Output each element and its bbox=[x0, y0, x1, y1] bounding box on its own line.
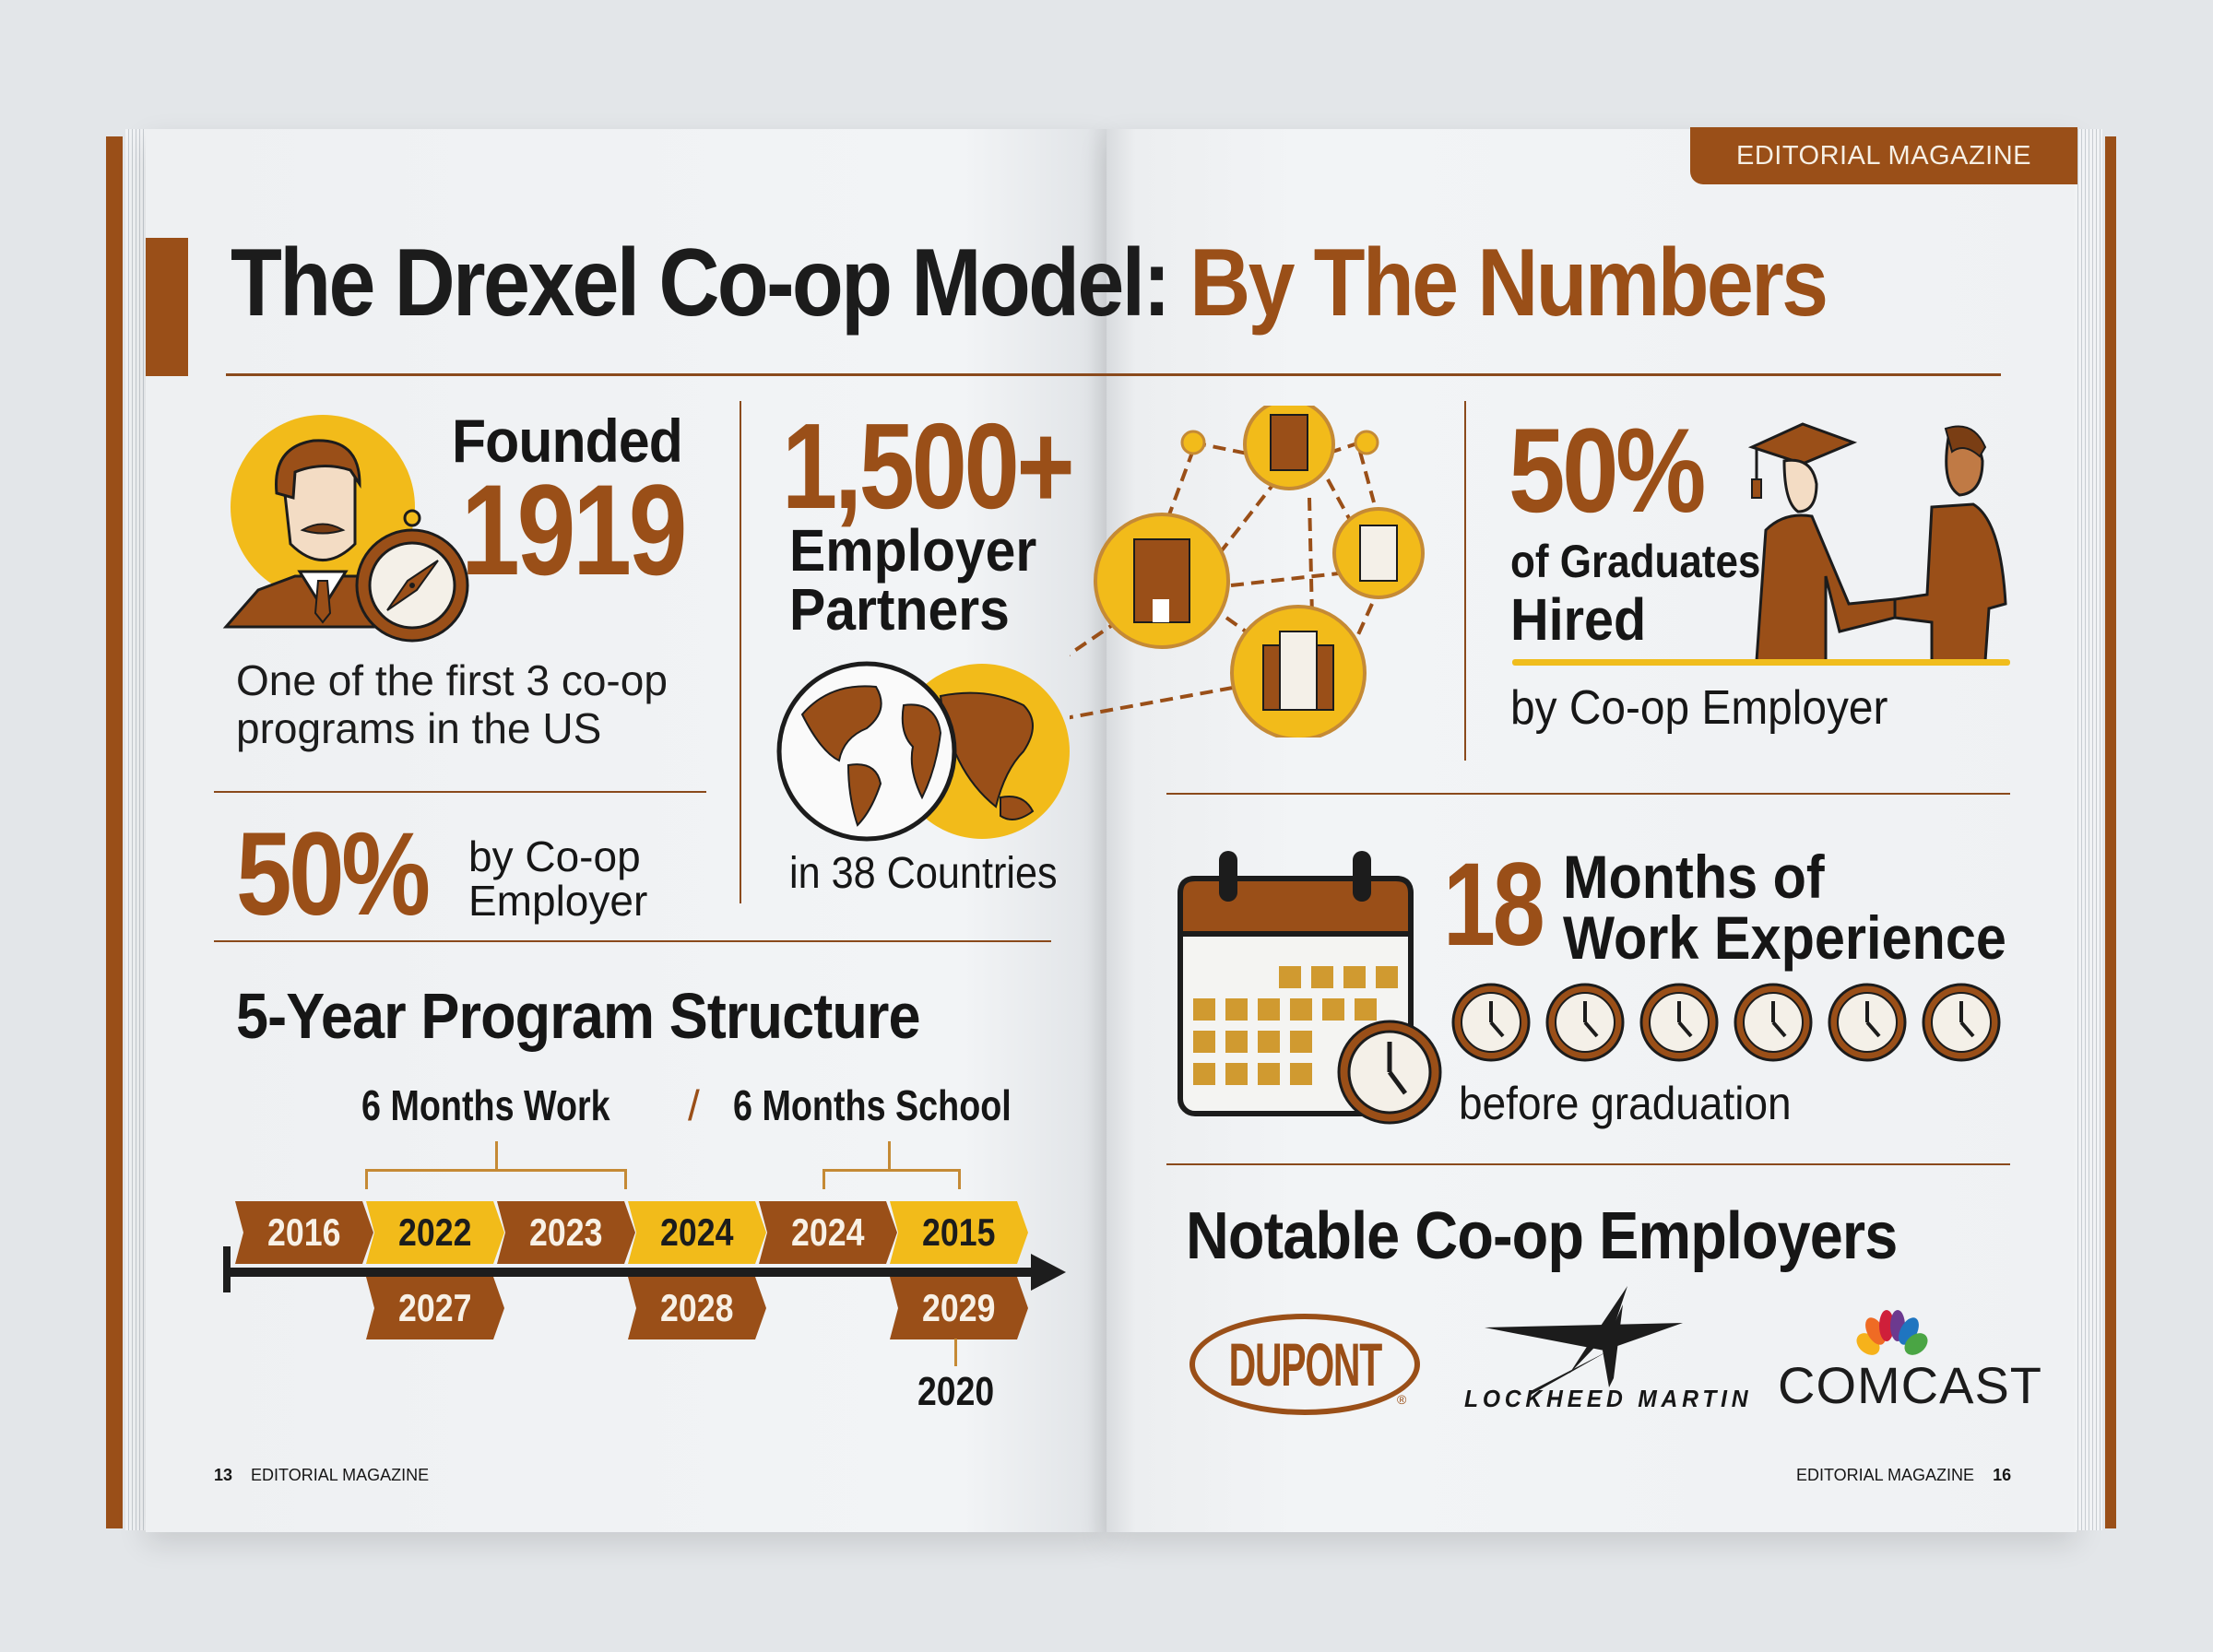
lockheed-star-icon bbox=[1485, 1286, 1683, 1395]
school-bracket bbox=[822, 1169, 961, 1189]
graduates-underline bbox=[1512, 659, 2010, 666]
left-mid-divider bbox=[214, 940, 1051, 942]
arrow-right-icon bbox=[1031, 1254, 1066, 1291]
timeline-segment-lower: 2027 bbox=[366, 1277, 504, 1339]
title-primary: The Drexel Co-op Model: bbox=[231, 230, 1171, 336]
founded-description: One of the first 3 co-op programs in the… bbox=[236, 656, 668, 752]
compass-icon bbox=[355, 509, 469, 643]
graduates-label-line2: Hired bbox=[1510, 586, 1647, 653]
dupont-logo: DUPONT bbox=[1189, 1314, 1420, 1415]
founder-portrait-icon bbox=[222, 415, 415, 629]
footer-left: 13 EDITORIAL MAGAZINE bbox=[214, 1466, 429, 1485]
program-title: 5-Year Program Structure bbox=[236, 980, 921, 1052]
title-highlight: By The Numbers bbox=[1189, 230, 1828, 336]
graduate-handshake-icon bbox=[1747, 422, 2007, 661]
employer-countries: in 38 Countries bbox=[789, 849, 1058, 898]
founded-divider bbox=[214, 791, 706, 793]
timeline-segment: 2022 bbox=[366, 1201, 504, 1264]
hire-rate-value: 50% bbox=[236, 808, 431, 940]
school-bracket-stem bbox=[888, 1141, 891, 1171]
clock-icon bbox=[1451, 983, 1531, 1062]
right-lower-divider bbox=[1166, 1163, 2010, 1165]
employer-label-line2: Partners bbox=[789, 576, 1010, 643]
clock-icon bbox=[1639, 983, 1719, 1062]
timeline-segment: 2024 bbox=[628, 1201, 766, 1264]
clock-icon bbox=[1545, 983, 1625, 1062]
employer-count: 1,500+ bbox=[782, 398, 1075, 534]
timeline-segment: 2015 bbox=[890, 1201, 1028, 1264]
timeline-segment: 2024 bbox=[759, 1201, 897, 1264]
page-number-left: 13 bbox=[214, 1466, 233, 1484]
footer-right-label: EDITORIAL MAGAZINE bbox=[1796, 1466, 1975, 1484]
work-bracket-stem bbox=[495, 1141, 498, 1171]
hire-rate-caption-line2: Employer bbox=[468, 877, 648, 925]
program-work-label: 6 Months Work bbox=[361, 1081, 610, 1129]
registered-mark: ® bbox=[1397, 1392, 1407, 1407]
left-column-divider bbox=[740, 401, 741, 903]
lockheed-martin-logo: LOCKHEED MARTIN bbox=[1464, 1385, 1753, 1412]
work-months-caption: before graduation bbox=[1459, 1078, 1792, 1129]
work-months-label-line2: Work Experience bbox=[1563, 903, 2006, 972]
founded-description-line2: programs in the US bbox=[236, 704, 602, 752]
hire-rate-caption-line1: by Co-op bbox=[468, 832, 641, 880]
book-spine-edge-left bbox=[106, 136, 123, 1528]
work-months-value: 18 bbox=[1443, 839, 1545, 971]
employer-label-line1: Employer bbox=[789, 517, 1037, 584]
timeline-below-stem bbox=[954, 1339, 957, 1366]
founded-label: Founded bbox=[452, 407, 683, 475]
employer-label: Employer Partners bbox=[789, 521, 1036, 639]
founded-year: 1919 bbox=[461, 457, 688, 602]
founded-description-line1: One of the first 3 co-op bbox=[236, 656, 668, 704]
clock-icon bbox=[1922, 983, 2001, 1062]
right-column-divider bbox=[1464, 401, 1466, 761]
dupont-logo-text: DUPONT bbox=[1228, 1330, 1382, 1398]
program-separator: / bbox=[688, 1081, 700, 1129]
timeline-segment-lower: 2028 bbox=[628, 1277, 766, 1339]
timeline-segment: 2016 bbox=[235, 1201, 373, 1264]
graduates-label-line1: of Graduates bbox=[1510, 536, 1761, 587]
header-tab-badge: EDITORIAL MAGAZINE bbox=[1690, 127, 2077, 184]
timeline-below-year: 2020 bbox=[917, 1369, 995, 1414]
clock-row bbox=[1451, 983, 2001, 1062]
page-number-right: 16 bbox=[1993, 1466, 2012, 1484]
building-network-icon bbox=[1070, 406, 1425, 738]
graduates-hired-value: 50% bbox=[1509, 403, 1706, 537]
title-accent-bar bbox=[146, 238, 188, 376]
clock-icon bbox=[1734, 983, 1813, 1062]
footer-right: EDITORIAL MAGAZINE 16 bbox=[1796, 1466, 2011, 1485]
comcast-logo: COMCAST bbox=[1778, 1356, 2042, 1414]
notable-employers-title: Notable Co-op Employers bbox=[1186, 1199, 1898, 1273]
clock-icon bbox=[1828, 983, 1907, 1062]
graduates-caption: by Co-op Employer bbox=[1510, 681, 1888, 735]
book-spine-edge-right bbox=[2105, 136, 2116, 1528]
peacock-icon bbox=[1856, 1310, 1928, 1355]
globe-icon bbox=[776, 661, 1070, 842]
page-stack-right bbox=[2075, 129, 2102, 1530]
right-page bbox=[1106, 129, 2077, 1532]
timeline-segment-lower: 2029 bbox=[890, 1277, 1028, 1339]
program-school-label: 6 Months School bbox=[733, 1081, 1012, 1129]
hire-rate-caption: by Co-op Employer bbox=[468, 834, 647, 923]
calendar-icon bbox=[1178, 851, 1442, 1125]
timeline-segment: 2023 bbox=[497, 1201, 635, 1264]
title-divider bbox=[226, 373, 2001, 376]
page-title: The Drexel Co-op Model: By The Numbers bbox=[231, 229, 1828, 338]
page-stack-left bbox=[125, 129, 146, 1530]
work-months-label: Months of Work Experience bbox=[1563, 846, 2006, 968]
work-bracket bbox=[365, 1169, 627, 1189]
footer-left-label: EDITORIAL MAGAZINE bbox=[251, 1466, 430, 1484]
timeline-axis bbox=[226, 1268, 1037, 1277]
timeline-start-tick bbox=[223, 1246, 231, 1292]
right-upper-divider bbox=[1166, 793, 2010, 795]
work-months-label-line1: Months of bbox=[1563, 843, 1825, 911]
header-tab-label: EDITORIAL MAGAZINE bbox=[1736, 140, 2031, 171]
